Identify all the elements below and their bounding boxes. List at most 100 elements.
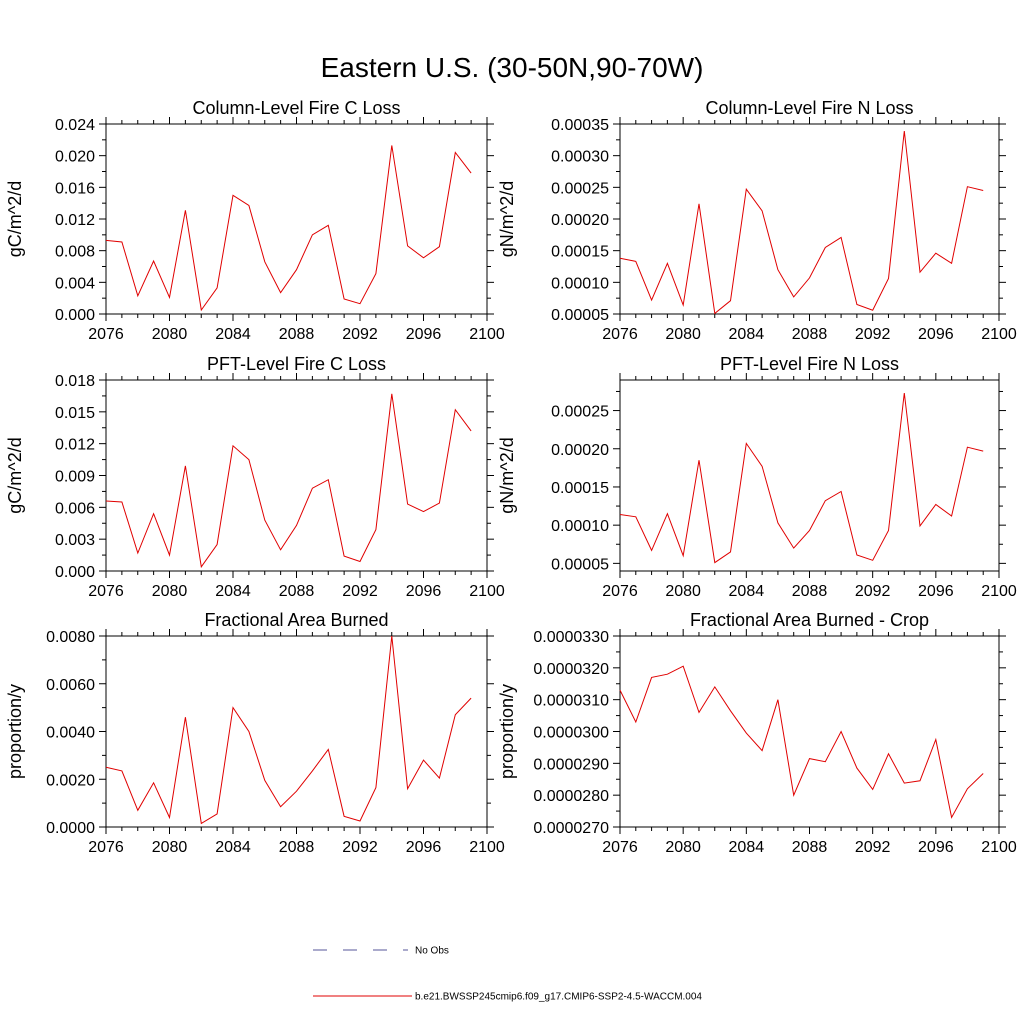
x-tick-label: 2100 — [981, 583, 1017, 600]
data-point — [650, 299, 653, 302]
data-point — [776, 521, 779, 524]
x-tick-label: 2100 — [469, 583, 505, 600]
data-point — [136, 551, 139, 554]
y-axis-label: gN/m^2/d — [497, 437, 517, 513]
x-tick-label: 2096 — [406, 326, 442, 343]
series-line — [105, 635, 472, 825]
data-point — [470, 429, 473, 432]
data-point — [136, 294, 139, 297]
data-point — [871, 309, 874, 312]
y-tick-label: 0.0040 — [46, 725, 95, 742]
data-point — [406, 787, 409, 790]
data-point — [454, 151, 457, 154]
x-tick-label: 2088 — [279, 839, 315, 856]
data-point — [761, 209, 764, 212]
data-point — [438, 777, 441, 780]
y-tick-label: 0.0000280 — [533, 788, 609, 805]
plot-frame — [105, 123, 488, 315]
chart-panel-4: 2076 2080 2084 2088 2092 2096 2100 0.00005 0.000… — [497, 354, 1017, 600]
data-point — [374, 786, 377, 789]
data-point — [840, 236, 843, 239]
y-tick-label: 0.0060 — [46, 677, 95, 694]
data-point — [216, 543, 219, 546]
y-tick-label: 0.015 — [55, 405, 95, 422]
data-point — [359, 302, 362, 305]
y-tick-label: 0.00035 — [551, 117, 609, 134]
data-point — [903, 391, 906, 394]
data-point — [808, 276, 811, 279]
data-point — [934, 503, 937, 506]
x-tick-label: 2096 — [918, 326, 954, 343]
y-tick-label: 0.000 — [55, 307, 95, 324]
data-point — [279, 291, 282, 294]
data-point — [682, 665, 685, 668]
figure-title: Eastern U.S. (30-50N,90-70W) — [321, 52, 704, 83]
series-line — [105, 145, 472, 312]
x-tick-label: 2076 — [602, 839, 638, 856]
panel-title: Fractional Area Burned - Crop — [690, 610, 929, 630]
data-point — [374, 528, 377, 531]
y-tick-label: 0.0000320 — [533, 661, 609, 678]
data-point — [168, 816, 171, 819]
y-tick-label: 0.00020 — [551, 442, 609, 459]
x-tick-label: 2096 — [406, 839, 442, 856]
data-point — [232, 444, 235, 447]
data-point — [950, 262, 953, 265]
y-tick-label: 0.0080 — [46, 629, 95, 646]
y-tick-label: 0.00030 — [551, 149, 609, 166]
y-tick-label: 0.00015 — [551, 244, 609, 261]
plot-frame — [619, 635, 1000, 828]
data-point — [152, 781, 155, 784]
data-point — [855, 303, 858, 306]
y-axis-label: gC/m^2/d — [5, 181, 25, 257]
x-tick-label: 2084 — [215, 583, 251, 600]
legend: No Obs b.e21.BWSSP245cmip6.f09_g17.CMIP6… — [313, 946, 702, 1003]
panel-title: Column-Level Fire C Loss — [192, 98, 400, 118]
x-tick-label: 2092 — [855, 583, 891, 600]
data-point — [216, 286, 219, 289]
data-point — [295, 790, 298, 793]
data-point — [359, 820, 362, 823]
data-point — [105, 239, 108, 242]
x-tick-label: 2092 — [342, 839, 378, 856]
y-tick-label: 0.0000290 — [533, 756, 609, 773]
data-point — [619, 257, 622, 260]
data-point — [200, 565, 203, 568]
x-tick-label: 2080 — [665, 583, 701, 600]
chart-panel-2: 2076 2080 2084 2088 2092 2096 2100 0.00005 0.000… — [497, 98, 1017, 343]
plot-frame — [619, 379, 1000, 572]
data-point — [263, 260, 266, 263]
data-point — [390, 392, 393, 395]
data-point — [200, 822, 203, 825]
data-point — [279, 548, 282, 551]
data-point — [713, 312, 716, 315]
series-line — [619, 665, 984, 819]
data-point — [120, 501, 123, 504]
x-tick-label: 2084 — [215, 839, 251, 856]
data-point — [919, 271, 922, 274]
data-point — [619, 689, 622, 692]
data-point — [232, 706, 235, 709]
y-tick-label: 0.006 — [55, 500, 95, 517]
data-point — [855, 767, 858, 770]
data-point — [634, 515, 637, 518]
y-tick-label: 0.00010 — [551, 275, 609, 292]
data-point — [776, 698, 779, 701]
data-point — [982, 189, 985, 192]
y-axis-label: proportion/y — [5, 684, 25, 779]
data-point — [761, 465, 764, 468]
data-point — [105, 766, 108, 769]
x-tick-label: 2100 — [981, 326, 1017, 343]
data-point — [745, 732, 748, 735]
data-point — [697, 202, 700, 205]
data-point — [120, 769, 123, 772]
x-tick-label: 2088 — [792, 583, 828, 600]
data-point — [247, 730, 250, 733]
chart-panel-5: 2076 2080 2084 2088 2092 2096 2100 0.0000 0.0020… — [5, 610, 505, 856]
data-point — [263, 519, 266, 522]
data-point — [422, 759, 425, 762]
data-point — [761, 749, 764, 752]
data-point — [406, 503, 409, 506]
data-point — [729, 709, 732, 712]
